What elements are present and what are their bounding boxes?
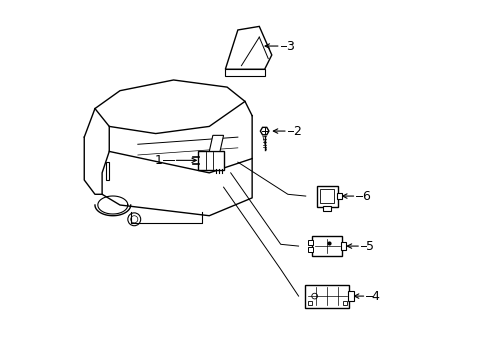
FancyBboxPatch shape [308, 247, 313, 252]
FancyBboxPatch shape [323, 206, 331, 211]
Text: 3: 3 [286, 40, 294, 53]
FancyBboxPatch shape [308, 240, 313, 245]
FancyBboxPatch shape [312, 237, 342, 256]
Polygon shape [260, 127, 269, 135]
Bar [343, 301, 347, 305]
FancyBboxPatch shape [341, 242, 346, 250]
FancyBboxPatch shape [198, 151, 224, 170]
Bar [308, 301, 312, 305]
Text: 5: 5 [367, 240, 374, 253]
Text: 6: 6 [362, 190, 369, 203]
FancyBboxPatch shape [337, 193, 342, 199]
FancyBboxPatch shape [348, 292, 354, 301]
Polygon shape [225, 69, 265, 76]
Text: 4: 4 [372, 289, 380, 303]
Text: 1: 1 [155, 154, 163, 167]
FancyBboxPatch shape [317, 185, 338, 207]
FancyBboxPatch shape [305, 285, 349, 307]
Polygon shape [209, 135, 223, 152]
Polygon shape [225, 26, 272, 69]
Text: 2: 2 [293, 125, 301, 138]
